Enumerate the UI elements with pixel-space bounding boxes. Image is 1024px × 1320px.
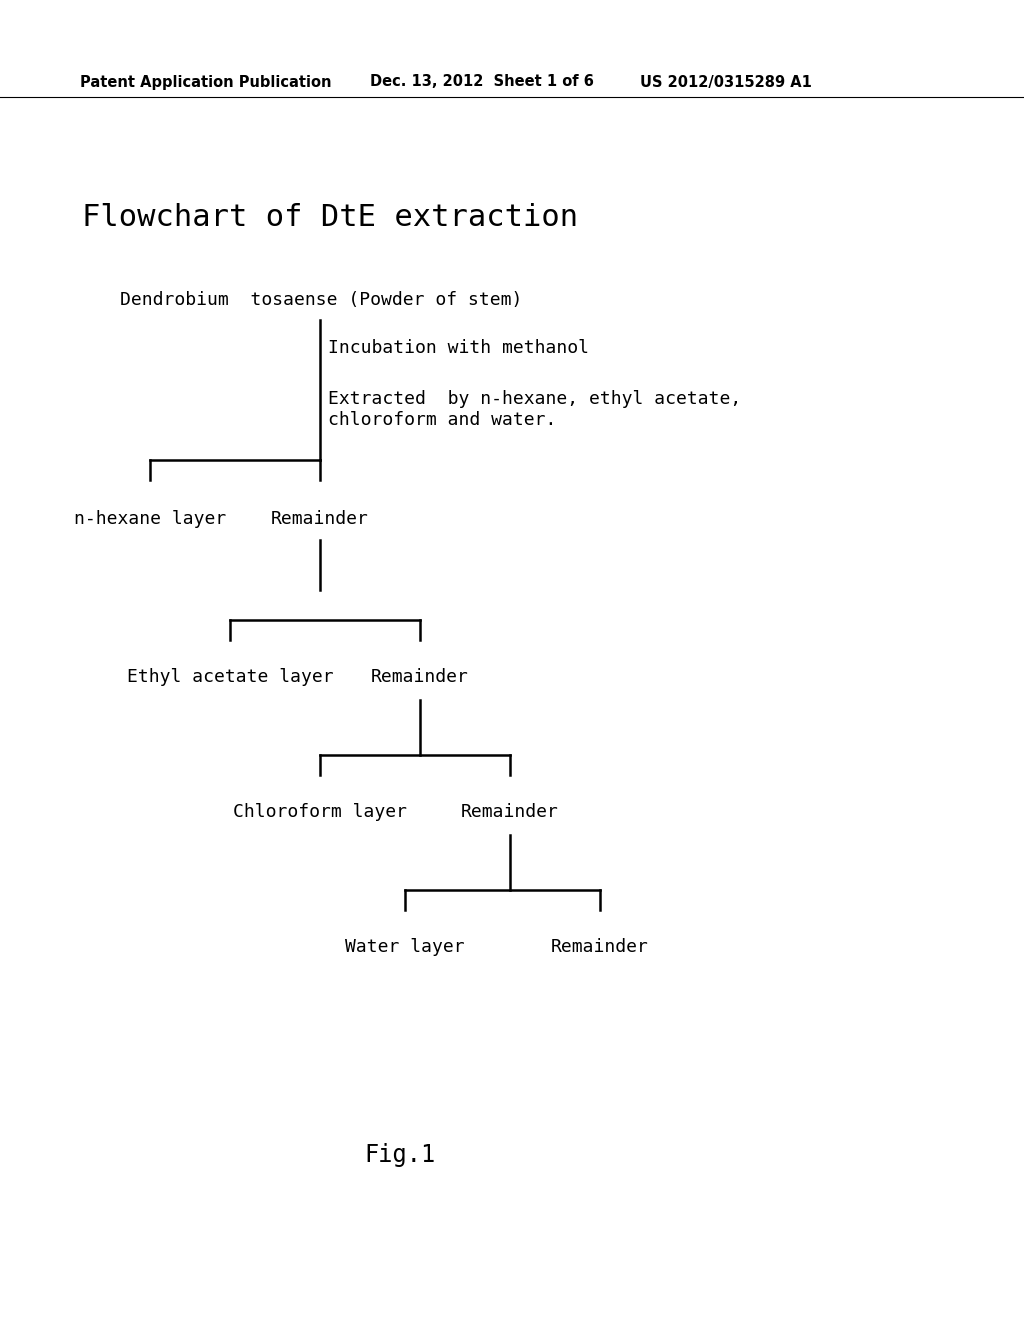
Text: Patent Application Publication: Patent Application Publication — [80, 74, 332, 90]
Text: Dec. 13, 2012  Sheet 1 of 6: Dec. 13, 2012 Sheet 1 of 6 — [370, 74, 594, 90]
Text: Remainder: Remainder — [551, 939, 649, 956]
Text: Water layer: Water layer — [345, 939, 465, 956]
Text: Remainder: Remainder — [371, 668, 469, 686]
Text: Ethyl acetate layer: Ethyl acetate layer — [127, 668, 334, 686]
Text: Remainder: Remainder — [461, 803, 559, 821]
Text: Fig.1: Fig.1 — [365, 1143, 435, 1167]
Text: Chloroform layer: Chloroform layer — [233, 803, 407, 821]
Text: n-hexane layer: n-hexane layer — [74, 510, 226, 528]
Text: Flowchart of DtE extraction: Flowchart of DtE extraction — [82, 203, 579, 232]
Text: Dendrobium  tosaense (Powder of stem): Dendrobium tosaense (Powder of stem) — [120, 290, 522, 309]
Text: Incubation with methanol: Incubation with methanol — [328, 339, 589, 356]
Text: Remainder: Remainder — [271, 510, 369, 528]
Text: Extracted  by n-hexane, ethyl acetate,
chloroform and water.: Extracted by n-hexane, ethyl acetate, ch… — [328, 389, 741, 429]
Text: US 2012/0315289 A1: US 2012/0315289 A1 — [640, 74, 812, 90]
